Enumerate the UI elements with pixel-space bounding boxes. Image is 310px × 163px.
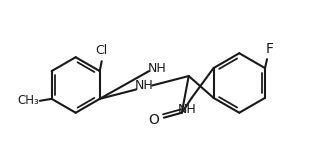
Text: NH: NH <box>135 79 153 92</box>
Text: F: F <box>266 42 274 56</box>
Text: NH: NH <box>148 62 166 75</box>
Text: CH₃: CH₃ <box>17 94 39 107</box>
Text: NH: NH <box>177 103 196 116</box>
Text: O: O <box>148 113 159 127</box>
Text: Cl: Cl <box>95 44 108 57</box>
